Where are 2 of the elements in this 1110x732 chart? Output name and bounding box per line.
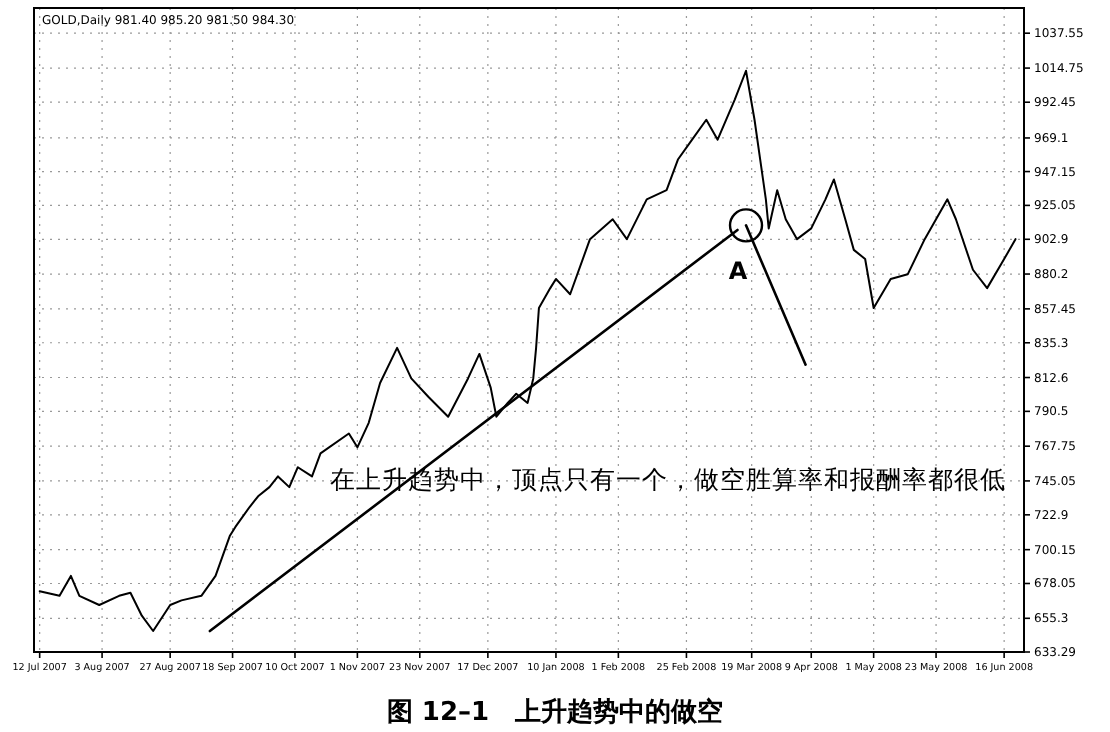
annotation: A xyxy=(728,257,749,286)
text: 图 12–1 上升趋势中的做空 xyxy=(386,696,724,728)
